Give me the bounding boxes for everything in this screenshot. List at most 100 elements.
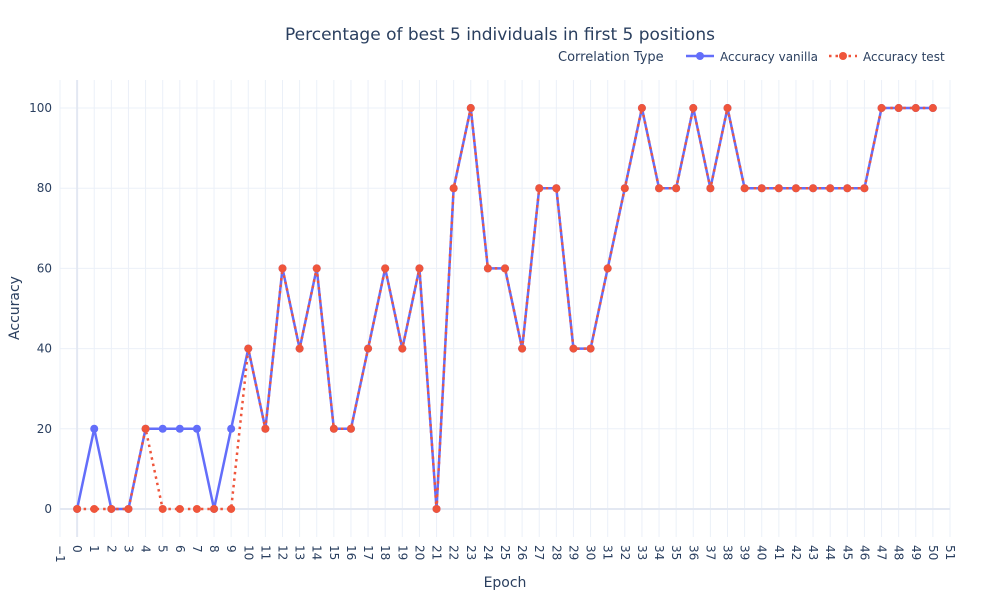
data-point-test[interactable] [398,344,407,353]
data-point-test[interactable] [843,184,852,193]
data-point-test[interactable] [312,264,321,273]
legend-marker-vanilla [696,52,704,60]
data-point-test[interactable] [655,184,664,193]
data-point-test[interactable] [415,264,424,273]
x-tick-label: 40 [755,545,769,560]
data-point-test[interactable] [449,184,458,193]
data-point-test[interactable] [107,504,116,513]
data-point-test[interactable] [877,104,886,113]
data-point-test[interactable] [586,344,595,353]
x-tick-label: 29 [566,545,580,560]
data-point-test[interactable] [518,344,527,353]
y-tick-label: 40 [37,342,52,356]
legend-label-vanilla: Accuracy vanilla [720,50,818,64]
data-point-test[interactable] [569,344,578,353]
data-point-test[interactable] [637,104,646,113]
legend-item-vanilla[interactable]: Accuracy vanilla [686,50,818,64]
data-point-test[interactable] [483,264,492,273]
data-point-test[interactable] [911,104,920,113]
x-tick-label: 34 [652,545,666,560]
legend: Correlation Type Accuracy vanilla Accura… [558,50,945,65]
data-point-test[interactable] [501,264,509,273]
data-point-test[interactable] [928,104,937,113]
data-point-test[interactable] [603,264,612,273]
data-point-test[interactable] [141,424,150,433]
data-point-test[interactable] [723,104,732,113]
x-tick-label: 49 [909,545,923,560]
data-point-test[interactable] [740,184,749,193]
x-tick-label: 9 [224,545,238,553]
data-point-test[interactable] [706,184,715,193]
data-point-test[interactable] [432,504,441,513]
data-point-vanilla[interactable] [192,424,201,433]
data-point-test[interactable] [774,184,783,193]
data-point-test[interactable] [73,504,82,513]
data-point-test[interactable] [381,264,390,273]
legend-item-test[interactable]: Accuracy test [829,50,945,64]
data-point-test[interactable] [261,424,270,433]
data-point-test[interactable] [210,504,219,513]
data-point-test[interactable] [826,184,835,193]
data-point-test[interactable] [809,184,818,193]
x-tick-label: 36 [686,545,700,560]
x-tick-label: 3 [121,545,135,553]
data-point-test[interactable] [124,504,133,513]
x-tick-label: 46 [857,545,871,560]
x-tick-label: 8 [207,545,221,553]
x-tick-label: 38 [721,545,735,560]
x-tick-label: 17 [361,545,375,560]
data-point-test[interactable] [552,184,561,193]
legend-marker-test [839,52,847,60]
x-tick-label: −1 [53,545,67,563]
data-point-test[interactable] [466,104,475,113]
x-tick-label: 15 [327,545,341,560]
x-tick-label: 32 [618,545,632,560]
y-tick-label: 80 [37,181,52,195]
x-tick-label: 20 [412,545,426,560]
y-tick-label: 0 [44,502,52,516]
x-tick-label: 12 [276,545,290,560]
data-point-vanilla[interactable] [90,424,99,433]
data-point-test[interactable] [90,504,99,513]
legend-title: Correlation Type [558,50,664,65]
x-tick-label: 26 [515,545,529,560]
x-tick-label: 22 [447,545,461,560]
data-point-test[interactable] [244,344,253,353]
x-tick-label: 43 [806,545,820,560]
data-point-test[interactable] [364,344,373,353]
data-point-test[interactable] [175,504,184,513]
y-tick-label: 60 [37,261,52,275]
data-point-test[interactable] [192,504,201,513]
x-tick-label: 23 [464,545,478,560]
x-tick-label: 27 [532,545,546,560]
data-point-test[interactable] [278,264,287,273]
data-point-test[interactable] [227,504,236,513]
data-point-test[interactable] [860,184,869,193]
data-point-test[interactable] [346,424,355,433]
x-tick-label: 5 [156,545,170,553]
x-tick-label: 33 [635,545,649,560]
x-tick-label: 51 [943,545,957,560]
x-tick-label: 47 [875,545,889,560]
data-point-test[interactable] [535,184,544,193]
data-point-test[interactable] [620,184,629,193]
data-point-test[interactable] [757,184,766,193]
x-tick-label: 48 [892,545,906,560]
data-point-vanilla[interactable] [227,424,236,433]
x-tick-label: 42 [789,545,803,560]
data-point-test[interactable] [329,424,338,433]
series-markers [73,104,937,513]
x-tick-label: 35 [669,545,683,560]
x-tick-label: 39 [738,545,752,560]
data-point-vanilla[interactable] [175,424,184,433]
data-point-test[interactable] [689,104,698,113]
grid [59,80,951,537]
data-point-test[interactable] [158,504,167,513]
data-point-test[interactable] [894,104,903,113]
data-point-test[interactable] [295,344,304,353]
data-point-test[interactable] [672,184,681,193]
data-point-test[interactable] [791,184,800,193]
x-tick-label: 30 [584,545,598,560]
data-point-vanilla[interactable] [158,424,167,433]
